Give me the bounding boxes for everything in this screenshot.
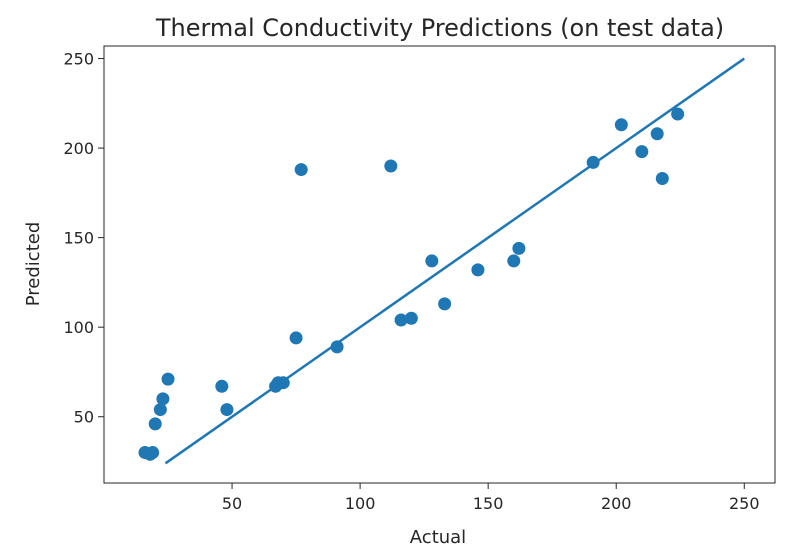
scatter-point: [471, 263, 485, 277]
y-axis-label: Predicted: [23, 222, 44, 307]
scatter-point: [384, 159, 398, 173]
scatter-point: [294, 163, 308, 177]
scatter-point: [146, 446, 160, 460]
scatter-point: [655, 172, 669, 186]
y-tick-label: 250: [63, 50, 94, 69]
scatter-point: [148, 417, 162, 431]
x-axis-ticks: 50 100 150 200 250: [222, 483, 760, 513]
scatter-point: [156, 392, 170, 406]
y-axis-ticks: 50 100 150 200 250: [63, 50, 104, 427]
scatter-point: [215, 379, 229, 393]
y-tick-label: 200: [63, 139, 94, 158]
scatter-point: [635, 145, 649, 159]
scatter-point: [586, 155, 600, 169]
scatter-point: [507, 254, 521, 268]
scatter-point: [438, 297, 452, 311]
x-axis-label: Actual: [410, 527, 466, 548]
plot-frame: [103, 45, 776, 484]
scatter-point: [650, 127, 664, 141]
scatter-point: [614, 118, 628, 132]
identity-line: [164, 57, 745, 465]
scatter-point: [161, 372, 175, 386]
y-tick-label: 100: [63, 318, 94, 337]
y-tick-label: 150: [63, 229, 94, 248]
scatter-point: [330, 340, 344, 354]
plot-area: [138, 57, 745, 465]
scatter-point: [512, 241, 526, 255]
x-tick-label: 200: [601, 494, 632, 513]
x-tick-label: 50: [222, 494, 242, 513]
y-tick-label: 50: [74, 408, 94, 427]
chart-title: Thermal Conductivity Predictions (on tes…: [155, 14, 724, 42]
x-tick-label: 100: [345, 494, 376, 513]
scatter-point: [394, 313, 408, 327]
scatter-point: [289, 331, 303, 345]
scatter-point: [671, 107, 685, 121]
scatter-point: [153, 403, 167, 417]
scatter-point: [404, 311, 418, 325]
x-tick-label: 250: [729, 494, 760, 513]
scatter-point: [276, 376, 290, 390]
scatter-point: [220, 403, 234, 417]
x-tick-label: 150: [473, 494, 504, 513]
scatter-point: [425, 254, 439, 268]
